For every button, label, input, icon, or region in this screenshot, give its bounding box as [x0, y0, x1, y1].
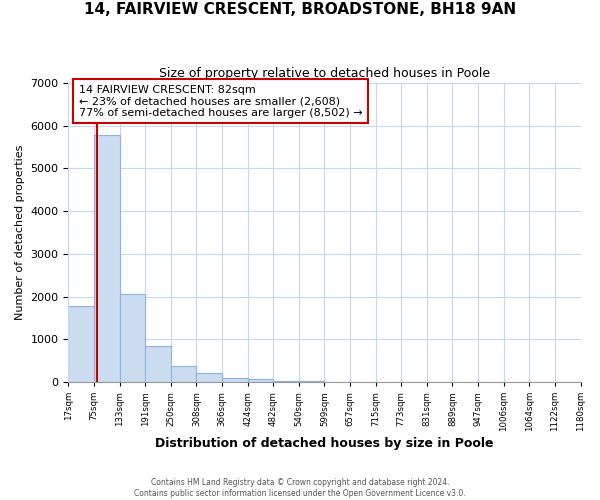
- Text: 14 FAIRVIEW CRESCENT: 82sqm
← 23% of detached houses are smaller (2,608)
77% of : 14 FAIRVIEW CRESCENT: 82sqm ← 23% of det…: [79, 84, 362, 118]
- Y-axis label: Number of detached properties: Number of detached properties: [15, 145, 25, 320]
- Bar: [68, 306, 94, 382]
- Bar: [145, 346, 171, 382]
- Title: Size of property relative to detached houses in Poole: Size of property relative to detached ho…: [159, 68, 490, 80]
- Bar: [248, 380, 273, 382]
- Bar: [94, 135, 119, 382]
- Bar: [119, 294, 145, 382]
- Bar: [222, 378, 248, 382]
- Bar: [196, 372, 222, 382]
- X-axis label: Distribution of detached houses by size in Poole: Distribution of detached houses by size …: [155, 437, 494, 450]
- Bar: [273, 381, 299, 382]
- Text: Contains HM Land Registry data © Crown copyright and database right 2024.
Contai: Contains HM Land Registry data © Crown c…: [134, 478, 466, 498]
- Text: 14, FAIRVIEW CRESCENT, BROADSTONE, BH18 9AN: 14, FAIRVIEW CRESCENT, BROADSTONE, BH18 …: [84, 2, 516, 18]
- Bar: [171, 366, 196, 382]
